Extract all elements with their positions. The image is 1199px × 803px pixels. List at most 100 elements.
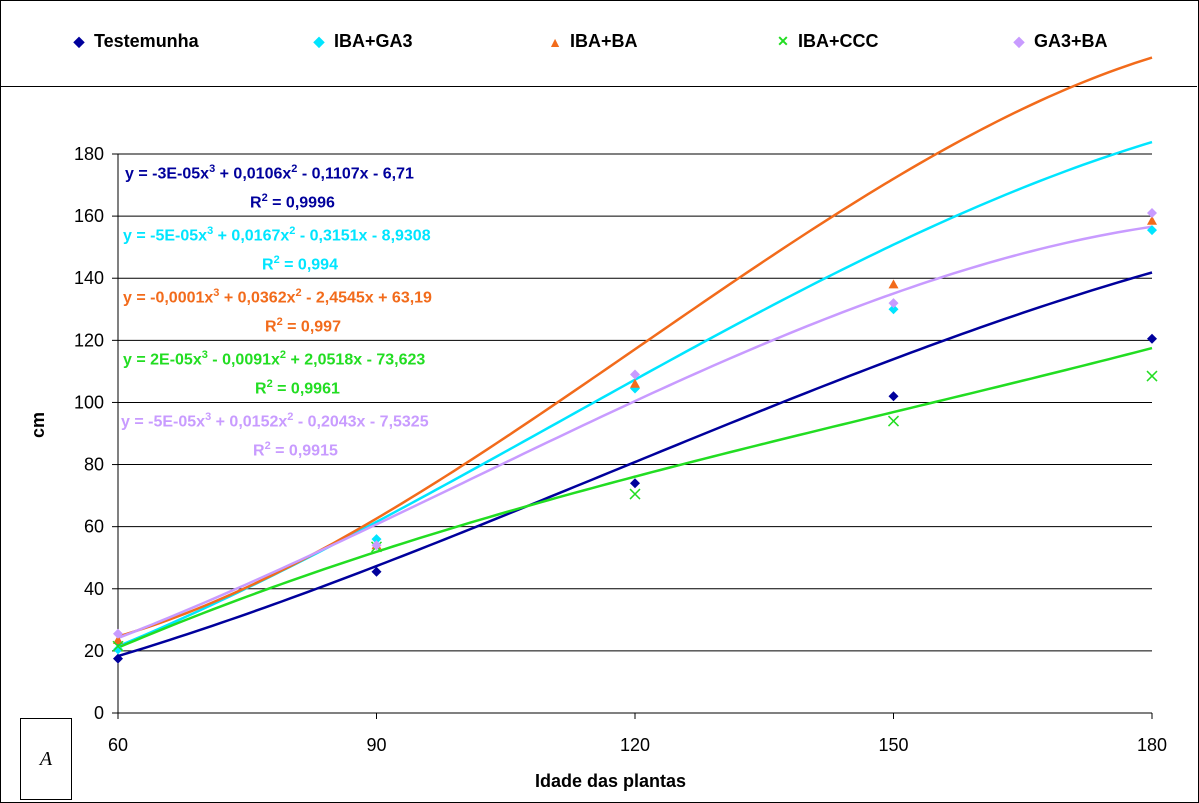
data-point-ga3-ba xyxy=(630,369,640,380)
legend-marker-diamond: ◆ xyxy=(1013,33,1025,49)
data-point-ga3-ba xyxy=(888,298,899,309)
legend-label: IBA+GA3 xyxy=(334,31,413,51)
legend-marker-diamond: ◆ xyxy=(73,33,85,49)
equation-part: y = -5E-05x xyxy=(123,227,208,245)
equation-part: y = -0,0001x xyxy=(123,289,214,307)
r2-label: R xyxy=(265,318,277,336)
legend-label: GA3+BA xyxy=(1034,31,1108,51)
x-tick-label: 180 xyxy=(1137,735,1167,755)
gridlines xyxy=(118,153,1152,652)
x-tick-label: 150 xyxy=(878,735,908,755)
equation-part: + 0,0152x xyxy=(211,413,288,431)
legend-marker-x: ✕ xyxy=(777,33,789,49)
r2-iba-ccc: R2 = 0,9961 xyxy=(255,378,340,398)
y-tick-label: 40 xyxy=(84,579,104,599)
equation-part: + 2,0518x - 73,623 xyxy=(286,351,426,369)
legend-label: IBA+CCC xyxy=(798,31,879,51)
equation-part: + 0,0362x xyxy=(219,289,296,307)
x-marker-stroke xyxy=(887,415,900,427)
r2-value: = 0,9996 xyxy=(267,194,335,212)
r2-ga3-ba: R2 = 0,9915 xyxy=(253,440,338,460)
legend-marker-triangle: ▲ xyxy=(548,33,562,50)
data-point-iba-ga3 xyxy=(888,304,899,315)
r2-value: = 0,9915 xyxy=(270,442,338,460)
equation-ga3-ba: y = -5E-05x3 + 0,0152x2 - 0,2043x - 7,53… xyxy=(121,411,429,431)
data-point-iba-ga3 xyxy=(371,534,382,545)
x-tick-label: 90 xyxy=(366,735,386,755)
r2-value: = 0,9961 xyxy=(272,380,340,398)
trendline-ga3-ba xyxy=(117,225,1153,640)
x-marker-stroke xyxy=(629,488,641,500)
trendlines xyxy=(117,56,1153,658)
y-tick-label: 100 xyxy=(74,392,104,412)
data-point-iba-ga3 xyxy=(113,644,123,655)
data-point-testemunha xyxy=(371,566,382,577)
y-axis-title: cm xyxy=(28,411,48,438)
data-point-iba-ccc xyxy=(629,488,641,500)
legend-item-iba-ga3: ◆ IBA+GA3 xyxy=(312,31,413,52)
panel-label: A xyxy=(39,747,53,770)
x-marker-stroke xyxy=(112,640,124,652)
r2-iba-ga3: R2 = 0,994 xyxy=(262,254,338,274)
equation-iba-ba: y = -0,0001x3 + 0,0362x2 - 2,4545x + 63,… xyxy=(123,287,432,307)
equation-part: - 2,4545x + 63,19 xyxy=(301,289,432,307)
legend-item-iba-ccc: ✕ IBA+CCC xyxy=(776,31,879,52)
data-point-iba-ba xyxy=(113,635,123,645)
legend-item-ga3-ba: ◆ GA3+BA xyxy=(1012,31,1108,52)
x-tick-label: 60 xyxy=(108,735,128,755)
data-point-iba-ga3 xyxy=(1147,225,1157,236)
trendline-iba-ba xyxy=(117,56,1153,638)
x-axis-title: Idade das plantas xyxy=(535,771,687,791)
axes: 0 20 40 60 80 100 120 140 160 180 60 90 120 150 180 xyxy=(74,144,1167,755)
data-point-ga3-ba xyxy=(371,540,382,551)
data-points xyxy=(112,208,1158,664)
data-point-ga3-ba xyxy=(1147,208,1157,219)
r2-iba-ba: R2 = 0,997 xyxy=(265,316,341,336)
equation-part: y = -3E-05x xyxy=(125,165,210,183)
legend: ◆ Testemunha ◆ IBA+GA3 ▲ IBA+BA ✕ IBA+CC… xyxy=(0,0,1197,87)
r2-value: = 0,994 xyxy=(279,256,338,274)
y-tick-label: 140 xyxy=(74,268,104,288)
x-marker-stroke xyxy=(1146,370,1158,382)
data-point-testemunha xyxy=(1147,333,1157,344)
legend-item-testemunha: ◆ Testemunha xyxy=(72,31,199,52)
equation-part: - 0,2043x - 7,5325 xyxy=(293,413,429,431)
data-point-testemunha xyxy=(113,653,123,664)
data-point-iba-ccc xyxy=(887,415,900,427)
data-point-iba-ba xyxy=(1147,215,1157,225)
legend-label: Testemunha xyxy=(94,31,199,51)
data-point-testemunha xyxy=(630,478,640,489)
r2-label: R xyxy=(255,380,267,398)
equation-part: + 0,0167x xyxy=(213,227,290,245)
data-point-iba-ba xyxy=(888,279,899,289)
data-point-testemunha xyxy=(888,391,899,402)
equation-part: - 0,3151x - 8,9308 xyxy=(295,227,431,245)
y-tick-label: 160 xyxy=(74,206,104,226)
legend-marker-diamond: ◆ xyxy=(313,33,325,49)
y-tick-label: 20 xyxy=(84,641,104,661)
data-point-iba-ccc xyxy=(1146,370,1158,382)
y-tick-label: 120 xyxy=(74,330,104,350)
equation-iba-ccc: y = 2E-05x3 - 0,0091x2 + 2,0518x - 73,62… xyxy=(123,349,426,369)
data-point-iba-ccc xyxy=(112,640,124,652)
equation-testemunha: y = -3E-05x3 + 0,0106x2 - 0,1107x - 6,71 xyxy=(125,163,414,183)
equation-part: y = -5E-05x xyxy=(121,413,206,431)
legend-item-iba-ba: ▲ IBA+BA xyxy=(548,31,638,52)
legend-label: IBA+BA xyxy=(570,31,638,51)
r2-label: R xyxy=(262,256,274,274)
panel-label-box: A xyxy=(20,718,72,800)
trendline-testemunha xyxy=(117,271,1153,658)
r2-label: R xyxy=(250,194,262,212)
equation-part: - 0,1107x - 6,71 xyxy=(297,165,414,183)
y-tick-label: 60 xyxy=(84,517,104,537)
r2-testemunha: R2 = 0,9996 xyxy=(250,192,335,212)
r2-value: = 0,997 xyxy=(282,318,341,336)
data-point-ga3-ba xyxy=(113,628,123,639)
data-point-iba-ba xyxy=(630,378,640,388)
y-tick-label: 0 xyxy=(94,703,104,723)
equation-part: y = 2E-05x xyxy=(123,351,202,369)
y-tick-label: 80 xyxy=(84,455,104,475)
equation-iba-ga3: y = -5E-05x3 + 0,0167x2 - 0,3151x - 8,93… xyxy=(123,225,431,245)
